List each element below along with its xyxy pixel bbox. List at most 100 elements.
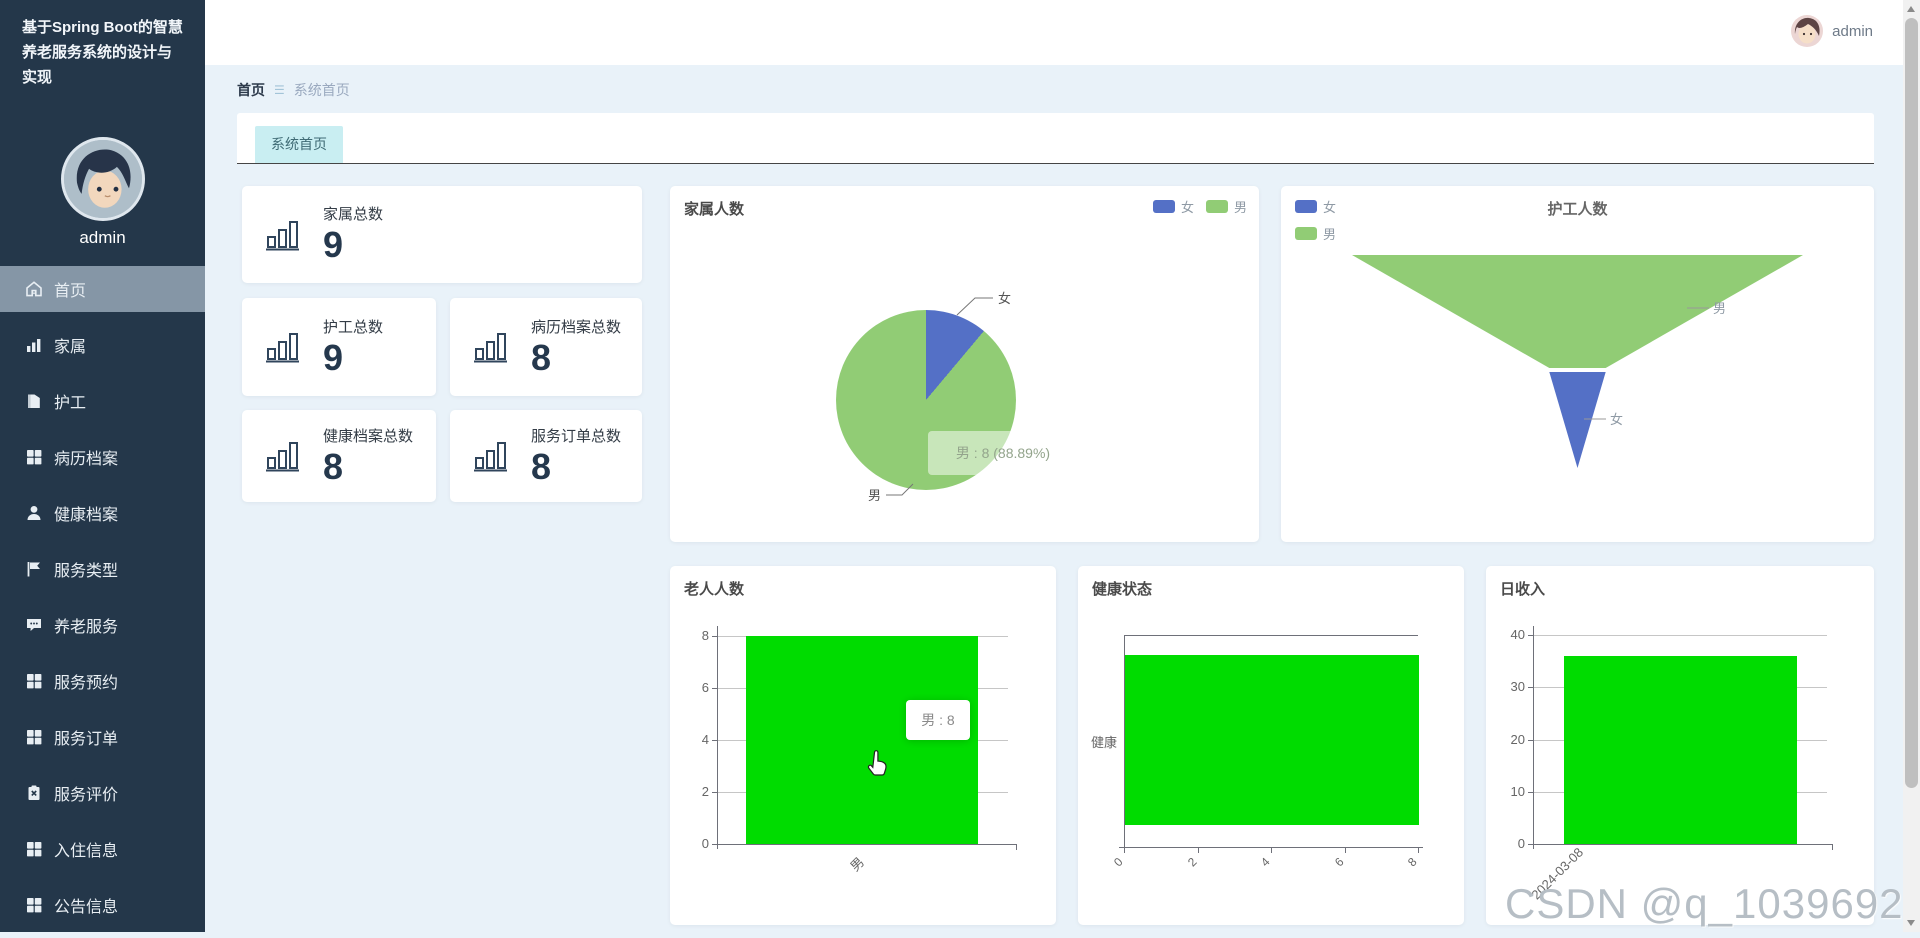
sidebar-item-service-reservation[interactable]: 服务预约 [0,658,205,704]
breadcrumb-current: 系统首页 [293,82,350,98]
comment-icon [27,619,41,631]
y-tick-label: 10 [1510,783,1525,799]
app-title: 基于Spring Boot的智慧养老服务系统的设计与实现 [22,19,183,86]
x-axis-line [1119,847,1423,848]
scrollbar-down-arrow-icon[interactable] [1907,920,1915,926]
sidebar-item-announcements[interactable]: 公告信息 [0,882,205,928]
sidebar-item-elderly-service[interactable]: 养老服务 [0,602,205,648]
x-axis-line [1528,844,1833,845]
sidebar-item-label: 护工 [54,395,87,412]
sidebar-item-label: 首页 [54,283,87,300]
y-category-label: 健康 [1091,735,1118,750]
user-icon [27,506,41,520]
sidebar-item-service-evaluation[interactable]: 服务评价 [0,770,205,816]
bar-male[interactable] [746,636,978,844]
health-status-card: 健康状态 健康 0 2 4 6 8 [1078,566,1464,925]
grid-icon [27,898,42,913]
chart-title: 护工人数 [1547,201,1608,218]
sidebar-item-medical-records[interactable]: 病历档案 [0,434,205,480]
chart-title: 健康状态 [1092,581,1153,598]
x-category-label: 男 [847,854,868,875]
sidebar-item-home[interactable]: 首页 [0,266,205,312]
y-tick-label: 6 [701,680,709,695]
sidebar-item-health-records[interactable]: 健康档案 [0,490,205,536]
bar-chart-elderly[interactable]: 0 2 4 6 8 男 男 : 8 [670,566,1056,925]
stat-value: 8 [531,336,552,378]
legend-item-female[interactable]: 女 [1152,197,1194,216]
legend-label: 女 [1180,200,1194,215]
pie-legend: 女 男 [1152,197,1247,216]
flag-icon [27,562,40,577]
sidebar-username: admin [79,228,126,247]
funnel-chart[interactable]: 男 女 [1281,186,1874,542]
x-axis-end-tick [1832,845,1833,850]
legend-swatch [1205,200,1228,213]
y-tick-label: 0 [1517,836,1525,851]
sidebar-item-service-orders[interactable]: 服务订单 [0,714,205,760]
sidebar-menu: 首页 家属 护工 病历档案 健康档案 服务类型 养老服务 服务预约 [0,266,205,938]
legend-item-female[interactable]: 女 [1295,197,1336,216]
chart-title: 老人人数 [684,581,745,598]
y-tick-label: 2 [701,784,709,799]
scrollbar-thumb[interactable] [1905,18,1918,788]
stat-card-medical-records-total: 病历档案总数 8 [450,298,642,396]
stat-value: 8 [531,445,552,487]
funnel-legend: 女 男 [1295,197,1336,243]
bar-chart-health[interactable]: 健康 0 2 4 6 8 [1078,566,1464,925]
user-menu[interactable]: admin [1791,15,1873,47]
x-axis-line [712,844,1017,845]
legend-item-male[interactable]: 男 [1205,197,1247,216]
sidebar-item-label: 服务订单 [54,731,119,748]
x-axis-end-tick [1016,845,1017,850]
y-tick-label: 8 [701,628,709,643]
y-axis-line [717,626,718,849]
x-tick-label: 6 [1331,854,1347,870]
bar-income[interactable] [1564,655,1797,844]
sidebar-item-checkin-info[interactable]: 入住信息 [0,826,205,872]
sidebar-item-label: 病历档案 [54,451,119,468]
stat-card-family-total: 家属总数 9 [242,186,642,283]
sidebar-item-family[interactable]: 家属 [0,322,205,368]
stat-value: 9 [323,224,344,266]
stat-card-caregiver-total: 护工总数 9 [242,298,436,396]
sidebar-item-label: 入住信息 [54,843,119,860]
breadcrumb-separator-icon: ☰ [274,83,285,97]
grid-icon [27,730,42,745]
stat-bars-icon [474,442,507,472]
legend-swatch [1152,200,1175,213]
sidebar-item-service-type[interactable]: 服务类型 [0,546,205,592]
y-tick-label: 40 [1510,627,1525,642]
top-header: admin [205,0,1903,65]
legend-label: 女 [1323,200,1337,215]
sidebar-item-label: 养老服务 [54,619,119,636]
scrollbar-up-arrow-icon[interactable] [1907,6,1915,12]
grid-icon [27,842,42,857]
stat-value: 9 [323,336,344,378]
y-tick-label: 30 [1510,679,1525,695]
book-icon [28,394,40,408]
sidebar-item-label: 服务类型 [54,563,119,580]
legend-item-male[interactable]: 男 [1295,224,1336,243]
avatar-image [64,140,142,218]
funnel-pieces [1352,255,1803,468]
main-scrollbar[interactable] [1903,0,1920,932]
x-tick-label: 2 [1184,854,1200,870]
funnel-label-female: 女 [1610,412,1623,427]
pie-label-female: 女 [998,291,1011,306]
bar-chart-income[interactable]: 0 10 20 30 40 2024-03-08 [1486,566,1874,925]
breadcrumb: 首页 ☰ 系统首页 [237,80,350,100]
mouse-cursor-hand-icon [864,750,892,785]
pie-label-male: 男 [868,488,881,503]
breadcrumb-home-link[interactable]: 首页 [237,82,265,98]
sidebar: 基于Spring Boot的智慧养老服务系统的设计与实现 admin 首页 家属… [0,0,205,932]
tab-system-home[interactable]: 系统首页 [255,126,343,163]
sidebar-item-label: 家属 [54,339,87,356]
sidebar-avatar [61,137,145,221]
sidebar-item-caregiver[interactable]: 护工 [0,378,205,424]
stat-card-service-orders-total: 服务订单总数 8 [450,410,642,502]
home-icon [26,281,42,297]
y-tick-label: 20 [1510,731,1525,747]
bar-health[interactable] [1125,655,1419,825]
sidebar-item-label: 公告信息 [54,899,119,916]
pie-tooltip: 男 : 8 (88.89%) [928,431,1078,475]
